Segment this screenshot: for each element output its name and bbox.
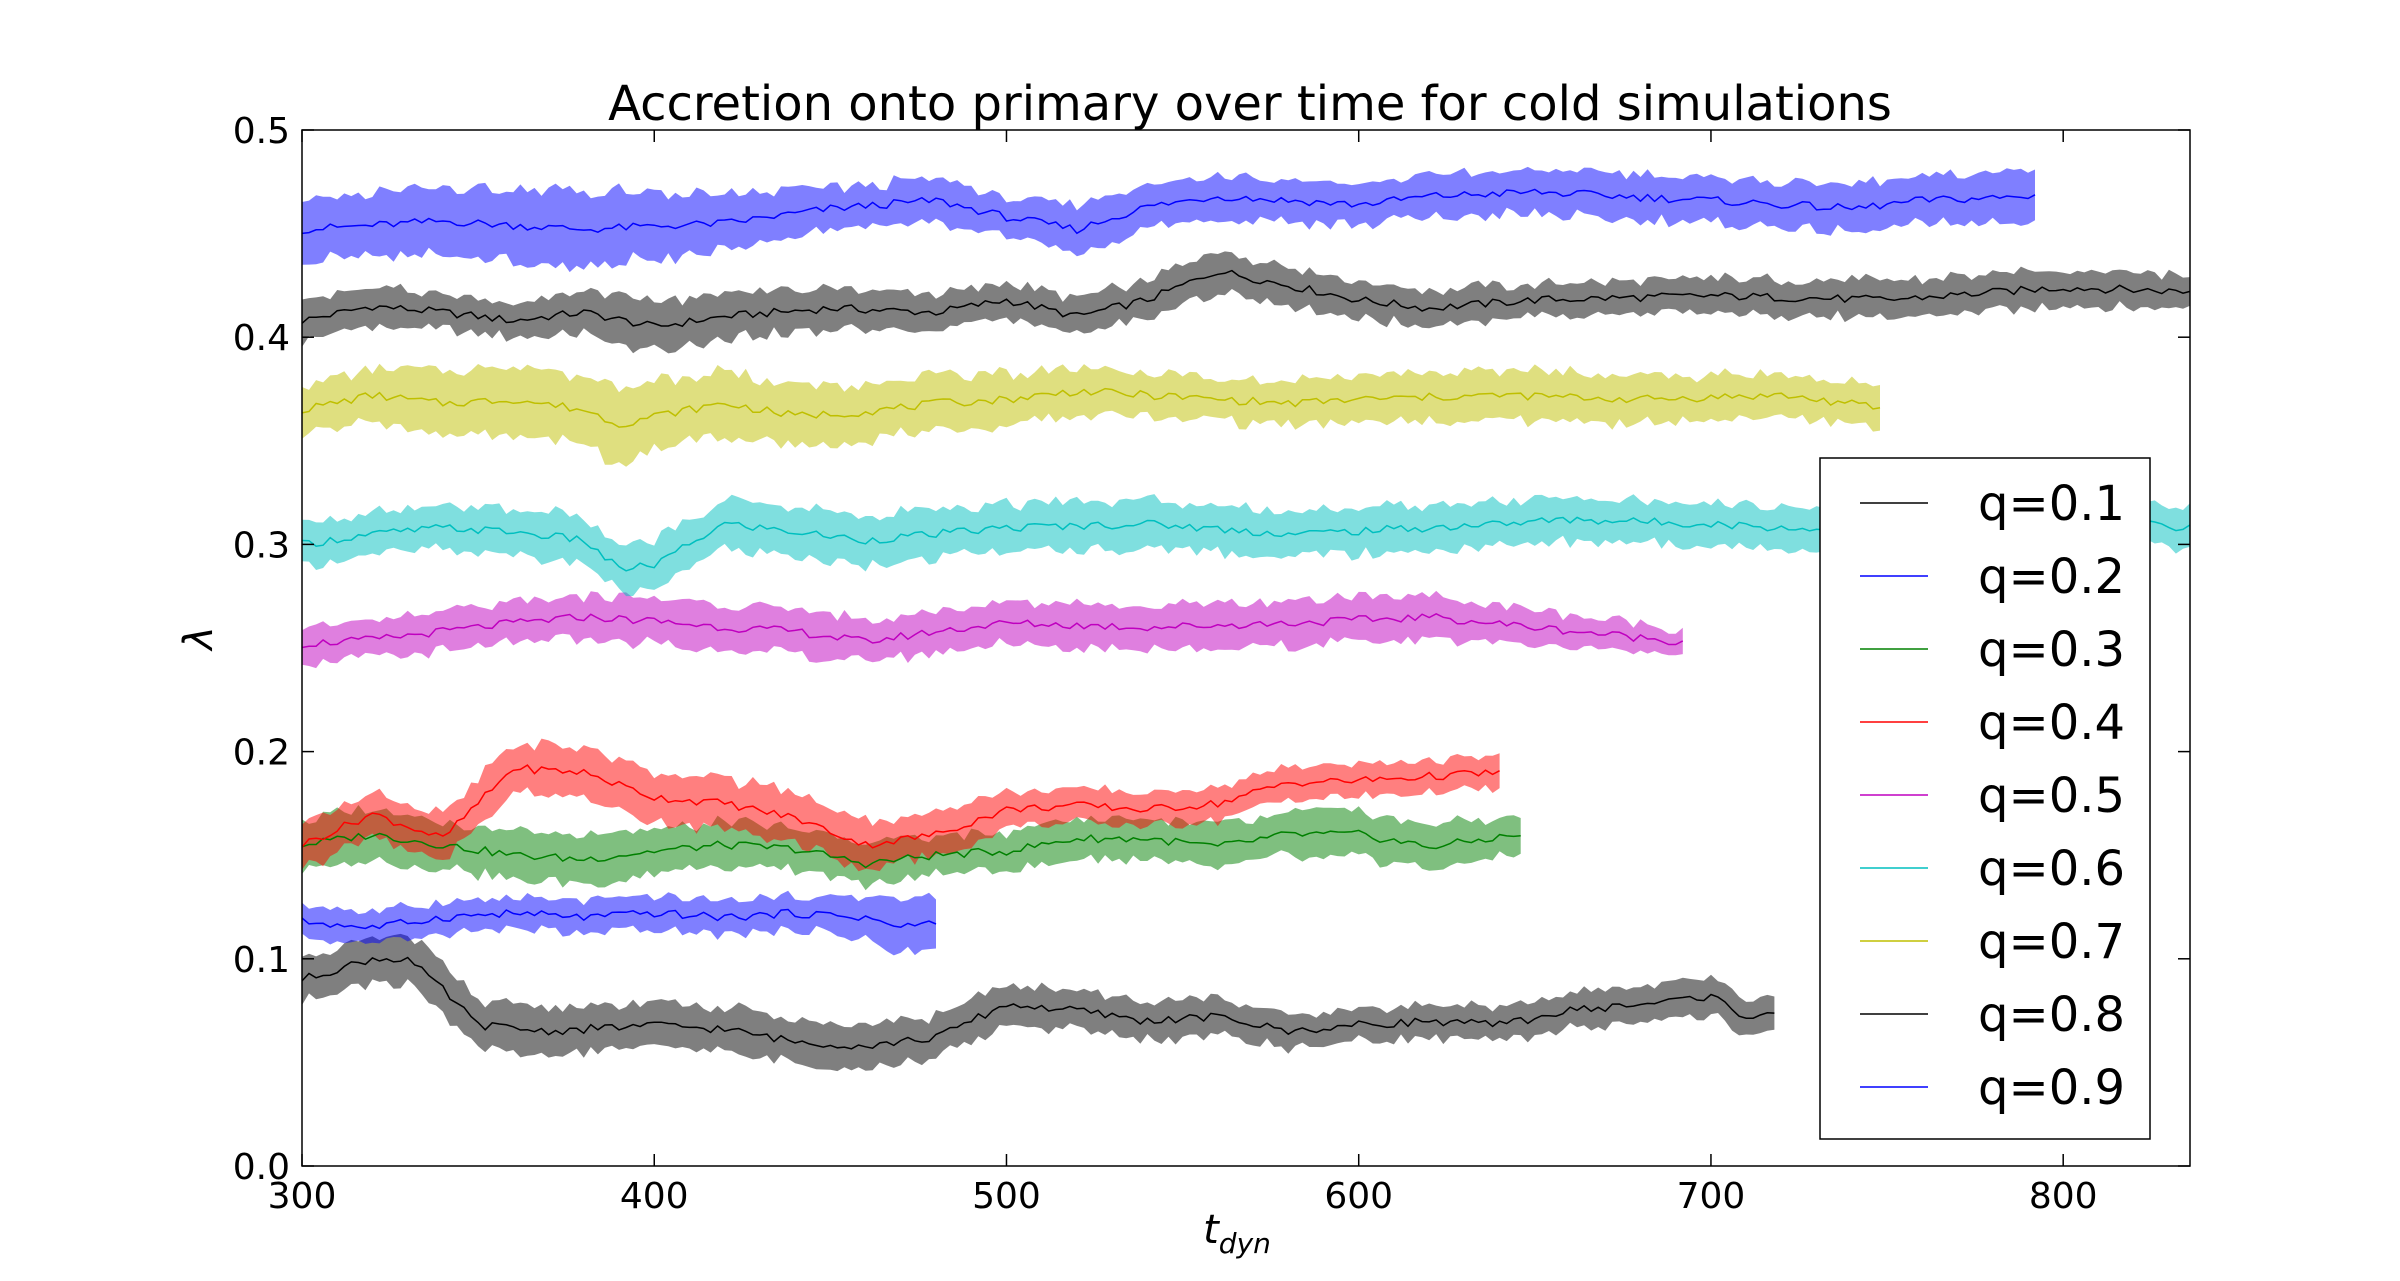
series-band-q=0.6: [302, 494, 2190, 597]
series-band-q=0.1: [302, 251, 2190, 354]
y-axis-label: λ: [176, 626, 222, 652]
series-line-q=0.5: [301, 612, 1684, 649]
chart-title: Accretion onto primary over time for col…: [608, 76, 1892, 132]
x-tick-label: 600: [1324, 1176, 1393, 1217]
legend-label: q=0.8: [1978, 987, 2125, 1043]
x-axis-label: tdyn: [1203, 1207, 1271, 1260]
legend: q=0.1 q=0.2 q=0.3 q=0.4 q=0.5 q=0.6 q=0.7 q=0.8…: [1819, 457, 2151, 1140]
y-tick-label: 0.2: [233, 733, 290, 774]
legend-label: q=0.3: [1978, 622, 2125, 678]
series-line-q=0.3: [301, 829, 1521, 869]
series-line-q=0.4: [301, 764, 1500, 849]
y-tick-label: 0.3: [233, 525, 290, 566]
legend-label: q=0.9: [1978, 1060, 2125, 1116]
x-tick-label: 400: [620, 1176, 689, 1217]
series-line-q=0.7: [301, 387, 1881, 428]
series-band-q=0.9: [302, 890, 936, 956]
series-band-q=0.7: [302, 363, 1880, 467]
series-line-q=0.8: [301, 956, 1775, 1050]
legend-label: q=0.1: [1978, 476, 2125, 532]
axes: [301, 129, 2191, 1167]
series-band-q=0.5: [302, 590, 1683, 669]
series-band-q=0.4: [302, 738, 1500, 872]
x-tick-label: 300: [268, 1176, 337, 1217]
x-tick-label: 700: [1677, 1176, 1746, 1217]
x-tick-label: 500: [972, 1176, 1041, 1217]
series-band-q=0.8: [302, 933, 1775, 1072]
legend-label: q=0.7: [1978, 914, 2125, 970]
y-tick-label: 0.5: [233, 111, 290, 152]
y-tick-label: 0.1: [233, 940, 290, 981]
x-tick-label: 800: [2029, 1176, 2098, 1217]
series-bands: [302, 166, 2190, 1072]
legend-label: q=0.6: [1978, 841, 2125, 897]
tick-labels: 300 400 500 600 700 800 0.0 0.1 0.2 0.3 0.4 0.5: [233, 111, 2098, 1217]
y-tick-label: 0.0: [233, 1147, 290, 1188]
series-line-q=0.9: [301, 908, 937, 930]
plot-frame: [301, 129, 2191, 1167]
series-line-q=0.2: [301, 188, 2036, 235]
legend-label: q=0.5: [1978, 768, 2125, 824]
y-tick-label: 0.4: [233, 318, 290, 359]
legend-label: q=0.4: [1978, 695, 2125, 751]
legend-box: [1819, 457, 2151, 1140]
series-line-q=0.1: [301, 269, 2191, 328]
legend-label: q=0.2: [1978, 549, 2125, 605]
series-band-q=0.2: [302, 166, 2035, 273]
